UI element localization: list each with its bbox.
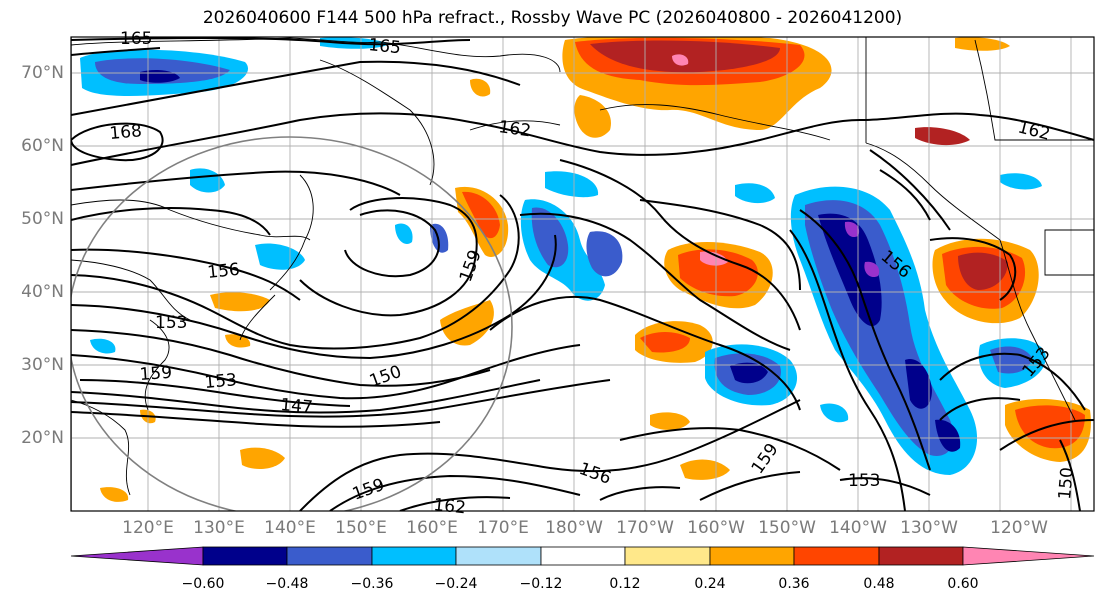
colorbar-tick: −0.48 xyxy=(265,576,309,592)
contour-label: 165 xyxy=(367,35,401,58)
lon-label: 120°W xyxy=(990,518,1048,538)
lat-label: 30°N xyxy=(21,355,64,375)
lat-label: 20°N xyxy=(21,428,64,448)
colorbar-min-extend xyxy=(70,546,204,566)
contour-label: 159 xyxy=(139,363,173,385)
lon-label: 180°W xyxy=(545,518,603,538)
lon-label: 130°E xyxy=(193,518,245,538)
colorbar-segment xyxy=(878,546,964,566)
colorbar-segment xyxy=(793,546,880,566)
lon-label: 150°E xyxy=(335,518,387,538)
lat-label: 70°N xyxy=(21,63,64,83)
contour-label: 147 xyxy=(280,395,314,418)
colorbar-segment xyxy=(202,546,288,566)
colorbar-segment xyxy=(709,546,795,566)
contour-label: 156 xyxy=(206,260,240,283)
contour-label: 153 xyxy=(848,471,880,491)
lon-label: 140°W xyxy=(829,518,887,538)
colorbar-tick: −0.24 xyxy=(434,576,478,592)
contour-label: 153 xyxy=(204,370,238,393)
colorbar-segment xyxy=(286,546,373,566)
map-frame xyxy=(70,36,1095,512)
colorbar-tick: −0.12 xyxy=(519,576,563,592)
colorbar-segment xyxy=(371,546,457,566)
lon-label: 140°E xyxy=(264,518,316,538)
lat-label: 40°N xyxy=(21,282,64,302)
lon-label: 160°E xyxy=(406,518,458,538)
influence-circle xyxy=(71,136,513,511)
contour-label: 162 xyxy=(432,495,466,518)
colorbar-tick: −0.60 xyxy=(181,576,225,592)
colorbar-segment xyxy=(540,546,626,566)
lon-label: 170°W xyxy=(616,518,674,538)
colorbar xyxy=(70,546,1095,566)
colorbar-tick: 0.36 xyxy=(778,576,810,592)
colorbar-segment xyxy=(624,546,711,566)
lon-label: 170°E xyxy=(477,518,529,538)
colorbar-tick: 0.48 xyxy=(863,576,895,592)
contour-label: 168 xyxy=(109,121,143,144)
colorbar-tick: 0.24 xyxy=(694,576,726,592)
colorbar-segment xyxy=(455,546,542,566)
map-title: 2026040600 F144 500 hPa refract., Rossby… xyxy=(202,8,903,28)
colorbar-tick: 0.12 xyxy=(609,576,641,592)
contour-label: 153 xyxy=(155,313,187,333)
lon-label: 120°E xyxy=(122,518,174,538)
coastlines xyxy=(71,37,1094,496)
lon-label: 150°W xyxy=(758,518,816,538)
lat-label: 60°N xyxy=(21,136,64,156)
lon-label: 160°W xyxy=(687,518,745,538)
height-contours xyxy=(71,37,1094,511)
colorbar-tick: −0.36 xyxy=(350,576,394,592)
lon-label: 130°W xyxy=(900,518,958,538)
colorbar-max-extend xyxy=(962,546,1095,566)
lat-label: 50°N xyxy=(21,209,64,229)
contour-label: 150 xyxy=(1055,466,1078,500)
contour-label: 162 xyxy=(497,117,532,141)
colorbar-tick: 0.60 xyxy=(947,576,979,592)
contour-label: 165 xyxy=(120,29,152,49)
